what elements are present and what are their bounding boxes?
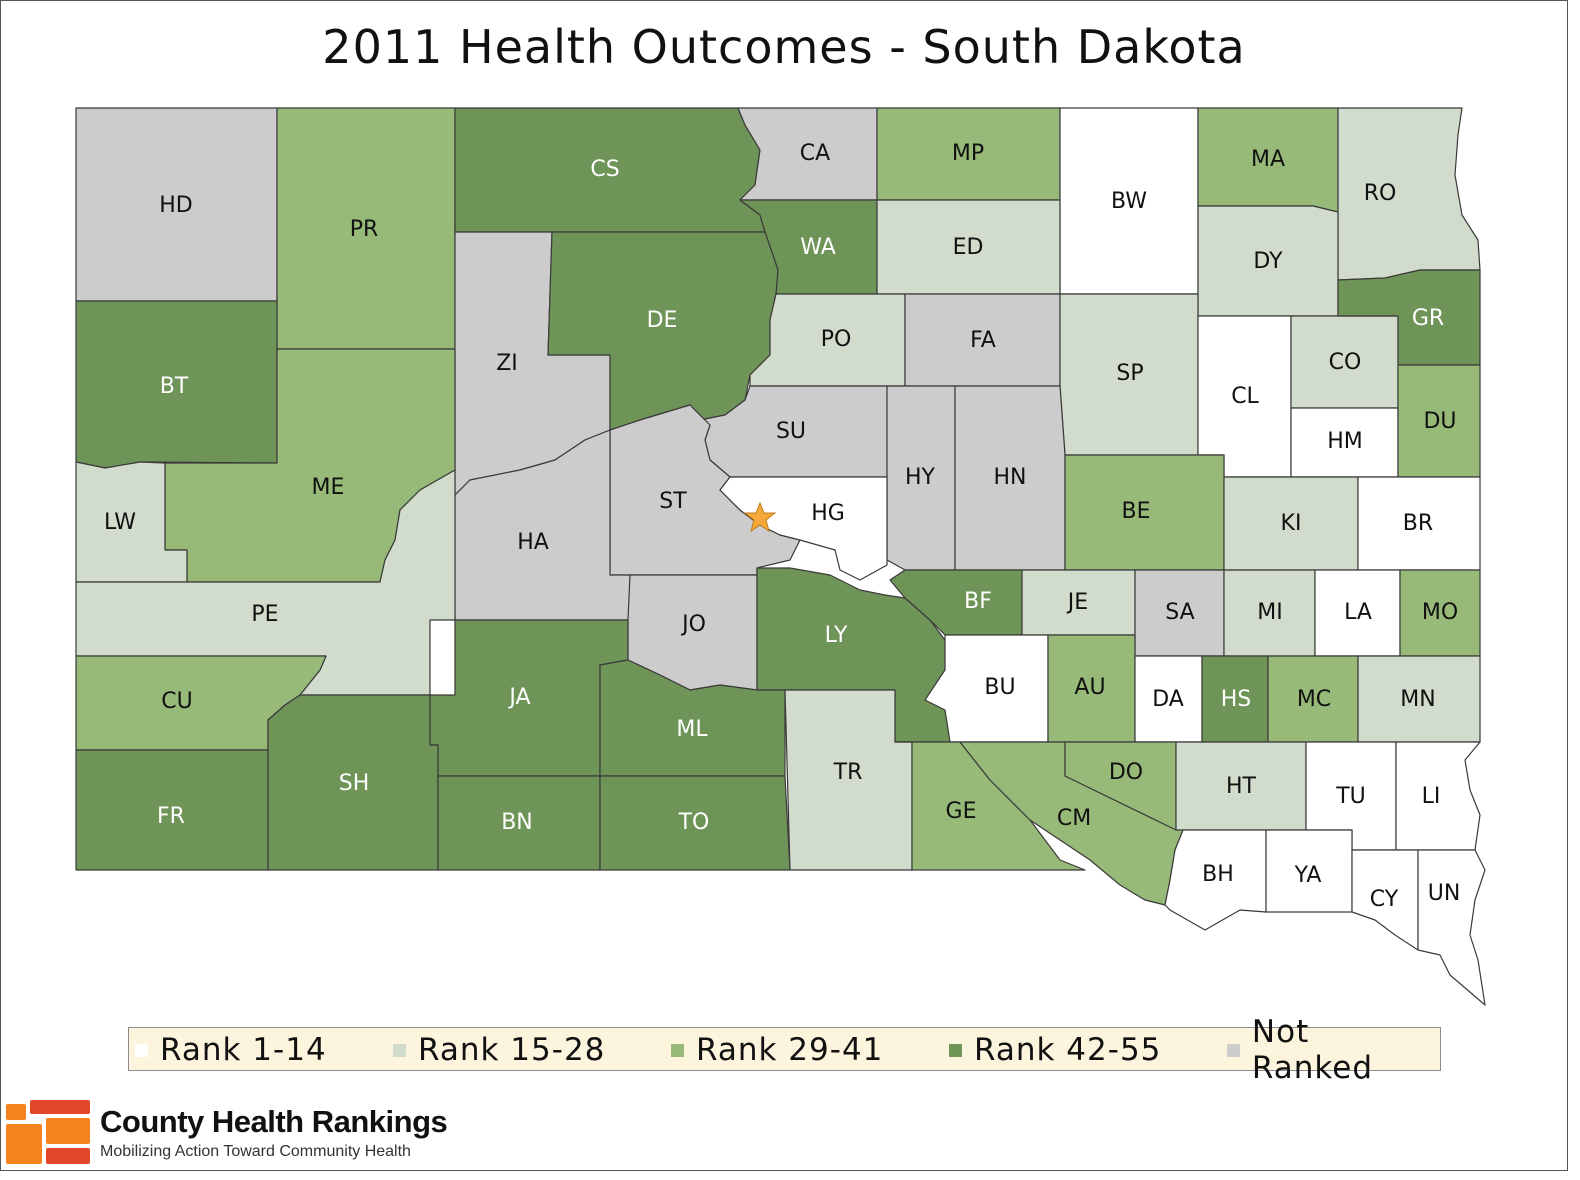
county-label-pe: PE bbox=[251, 602, 278, 627]
county-label-do: DO bbox=[1109, 760, 1143, 785]
county-label-to: TO bbox=[678, 810, 710, 835]
county-label-cm: CM bbox=[1057, 806, 1091, 831]
county-label-st: ST bbox=[659, 489, 687, 514]
brand-name: County Health Rankings bbox=[100, 1104, 447, 1140]
county-label-ki: KI bbox=[1281, 511, 1302, 536]
legend-swatch bbox=[1227, 1044, 1240, 1057]
county-label-ro: RO bbox=[1364, 181, 1397, 206]
county-label-hd: HD bbox=[159, 193, 192, 218]
county-label-su: SU bbox=[776, 419, 806, 444]
county-label-du: DU bbox=[1423, 409, 1456, 434]
county-label-mi: MI bbox=[1257, 600, 1282, 625]
county-label-ge: GE bbox=[946, 799, 977, 824]
county-label-de: DE bbox=[647, 308, 678, 333]
county-label-la: LA bbox=[1344, 600, 1372, 625]
county-label-mc: MC bbox=[1297, 687, 1331, 712]
county-label-hn: HN bbox=[994, 465, 1027, 490]
county-label-da: DA bbox=[1152, 687, 1184, 712]
county-label-je: JE bbox=[1066, 590, 1088, 615]
county-ro bbox=[1338, 108, 1480, 280]
county-label-cy: CY bbox=[1370, 887, 1399, 912]
county-label-bt: BT bbox=[160, 374, 189, 399]
county-label-au: AU bbox=[1074, 675, 1105, 700]
county-label-sp: SP bbox=[1116, 361, 1143, 386]
county-label-ya: YA bbox=[1294, 863, 1322, 888]
county-label-zi: ZI bbox=[496, 351, 518, 376]
legend-item-1: Rank 1-14 bbox=[135, 1028, 327, 1072]
county-label-me: ME bbox=[312, 475, 345, 500]
legend-label: Not Ranked bbox=[1252, 1014, 1440, 1086]
county-label-bn: BN bbox=[501, 810, 533, 835]
county-label-sa: SA bbox=[1165, 600, 1194, 625]
county-label-br: BR bbox=[1403, 511, 1433, 536]
county-label-ma: MA bbox=[1251, 147, 1285, 172]
county-label-mp: MP bbox=[952, 141, 984, 166]
county-label-cs: CS bbox=[590, 157, 619, 182]
county-label-ja: JA bbox=[507, 685, 530, 710]
county-label-tu: TU bbox=[1335, 784, 1366, 809]
legend-item-3: Rank 29-41 bbox=[671, 1028, 883, 1072]
county-label-bh: BH bbox=[1202, 862, 1234, 887]
county-label-gr: GR bbox=[1412, 306, 1444, 331]
county-label-hm: HM bbox=[1327, 429, 1363, 454]
county-label-pr: PR bbox=[350, 217, 379, 242]
legend-label: Rank 29-41 bbox=[696, 1032, 883, 1068]
county-label-ed: ED bbox=[953, 235, 984, 260]
county-label-hy: HY bbox=[905, 465, 936, 490]
county-label-lw: LW bbox=[104, 510, 136, 535]
county-label-ml: ML bbox=[676, 717, 708, 742]
county-label-mo: MO bbox=[1422, 600, 1458, 625]
legend-swatch bbox=[393, 1044, 406, 1057]
south-dakota-county-map: HD PR CS CA MP BW MA RO BT WA ED DY ZI DE PO FA SP CL CO GR… bbox=[0, 0, 1568, 1020]
county-label-hg: HG bbox=[811, 501, 845, 526]
county-label-ha: HA bbox=[517, 530, 549, 555]
county-label-be: BE bbox=[1122, 499, 1151, 524]
legend-item-4: Rank 42-55 bbox=[949, 1028, 1161, 1072]
legend-swatch bbox=[135, 1044, 148, 1057]
county-label-bu: BU bbox=[984, 675, 1015, 700]
county-label-fr: FR bbox=[157, 804, 185, 829]
county-label-bf: BF bbox=[964, 589, 992, 614]
county-label-sh: SH bbox=[339, 771, 370, 796]
county-label-co: CO bbox=[1329, 350, 1362, 375]
county-label-dy: DY bbox=[1253, 249, 1283, 274]
county-label-ht: HT bbox=[1226, 774, 1257, 799]
brand-tagline: Mobilizing Action Toward Community Healt… bbox=[100, 1143, 411, 1161]
county-health-rankings-logo-icon bbox=[6, 1100, 92, 1166]
county-label-ca: CA bbox=[800, 141, 830, 166]
county-label-un: UN bbox=[1428, 881, 1461, 906]
county-label-hs: HS bbox=[1221, 687, 1252, 712]
legend-swatch bbox=[949, 1044, 962, 1057]
legend-item-2: Rank 15-28 bbox=[393, 1028, 605, 1072]
legend-swatch bbox=[671, 1044, 684, 1057]
legend-item-5: Not Ranked bbox=[1227, 1028, 1440, 1072]
county-label-li: LI bbox=[1422, 784, 1441, 809]
county-layer bbox=[76, 108, 1485, 1005]
county-label-mn: MN bbox=[1400, 687, 1435, 712]
county-label-cl: CL bbox=[1231, 384, 1259, 409]
legend-label: Rank 42-55 bbox=[974, 1032, 1161, 1068]
county-label-ly: LY bbox=[825, 623, 848, 648]
legend: Rank 1-14 Rank 15-28 Rank 29-41 Rank 42-55 N… bbox=[128, 1027, 1441, 1071]
county-label-po: PO bbox=[821, 327, 852, 352]
county-label-bw: BW bbox=[1111, 189, 1147, 214]
county-label-cu: CU bbox=[161, 689, 192, 714]
county-label-fa: FA bbox=[970, 328, 996, 353]
county-label-jo: JO bbox=[680, 612, 706, 637]
county-label-tr: TR bbox=[833, 760, 863, 785]
county-label-wa: WA bbox=[800, 235, 836, 260]
legend-label: Rank 15-28 bbox=[418, 1032, 605, 1068]
legend-label: Rank 1-14 bbox=[160, 1032, 327, 1068]
county-un bbox=[1418, 850, 1485, 1005]
